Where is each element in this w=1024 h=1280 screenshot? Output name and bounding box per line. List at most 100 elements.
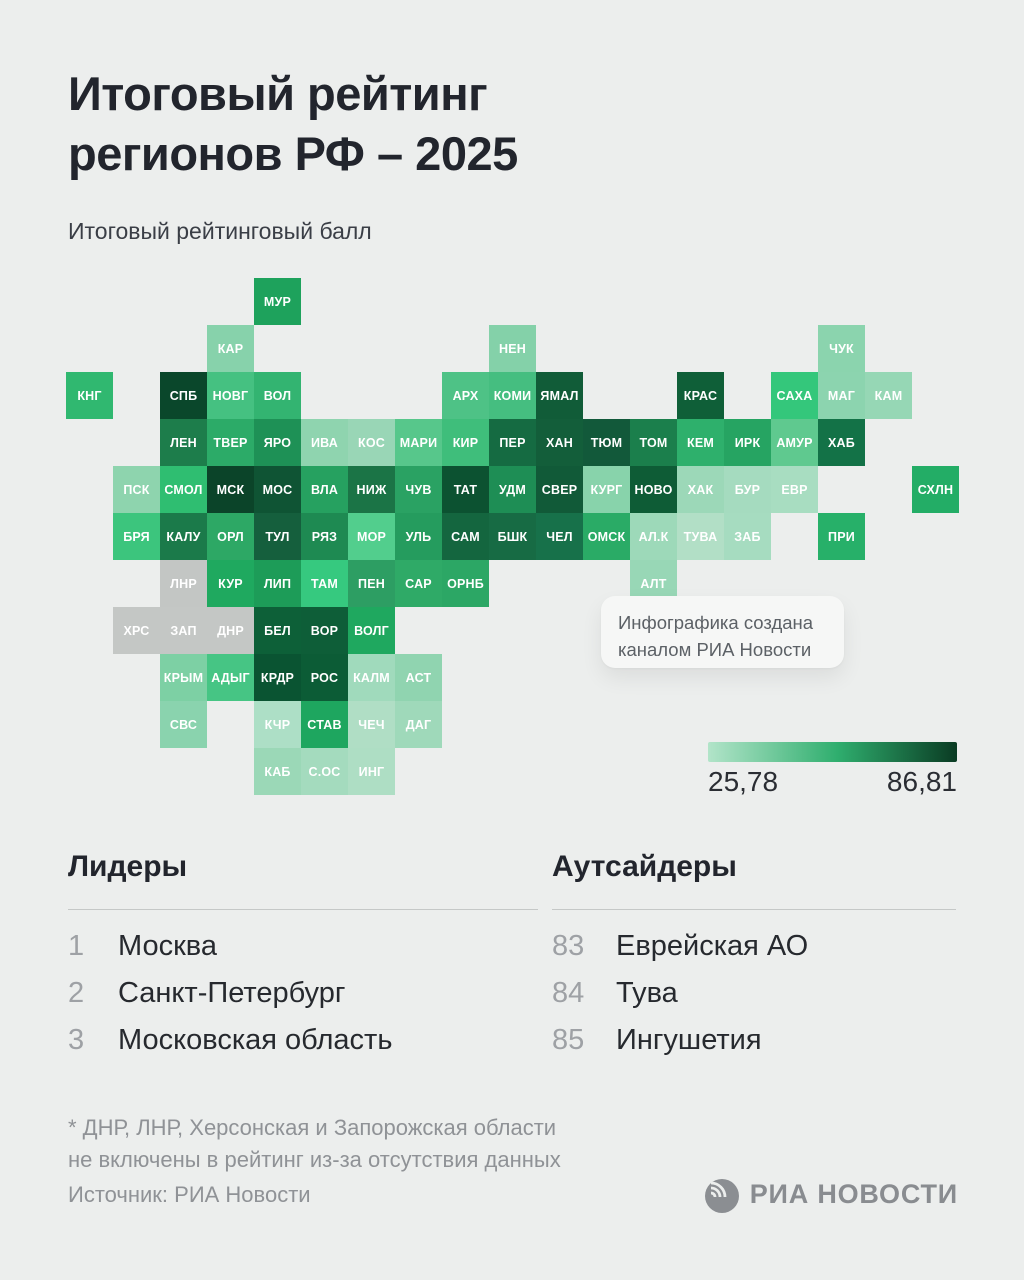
region-tile: ХАН	[536, 419, 583, 466]
region-tile: СХЛН	[912, 466, 959, 513]
region-tile: МУР	[254, 278, 301, 325]
region-tile: НЕН	[489, 325, 536, 372]
footnote-line1: * ДНР, ЛНР, Херсонская и Запорожская обл…	[68, 1115, 557, 1140]
region-tile: КРДР	[254, 654, 301, 701]
note-card-line1: Инфографика создана	[618, 612, 814, 633]
region-tile: КЕМ	[677, 419, 724, 466]
region-tile: САР	[395, 560, 442, 607]
leaders-divider	[68, 909, 538, 910]
region-tile: СПБ	[160, 372, 207, 419]
tile-map: МУР КАР НЕН ЧУК КНГ СПБ НОВГ ВОЛ АРХ КОМИ ЯМАЛ КРАС…	[66, 278, 959, 795]
legend-labels: 25,78 86,81	[708, 766, 957, 798]
note-card-line2: каналом РИА Новости	[618, 639, 812, 660]
footnote: * ДНР, ЛНР, Херсонская и Запорожская обл…	[68, 1112, 688, 1176]
region-tile: КУРГ	[583, 466, 630, 513]
region-tile: ИВА	[301, 419, 348, 466]
region-tile: КРЫМ	[160, 654, 207, 701]
region-tile: ПЕР	[489, 419, 536, 466]
region-tile: ВЛА	[301, 466, 348, 513]
region-tile: РЯЗ	[301, 513, 348, 560]
region-tile: ДНР	[207, 607, 254, 654]
region-tile: КИР	[442, 419, 489, 466]
region-tile: БШК	[489, 513, 536, 560]
region-tile: ХАБ	[818, 419, 865, 466]
region-tile: БУР	[724, 466, 771, 513]
region-tile: ЯРО	[254, 419, 301, 466]
region-tile: ХАК	[677, 466, 724, 513]
outsider-row: 83 Еврейская АО	[552, 923, 956, 970]
region-tile: УЛЬ	[395, 513, 442, 560]
region-tile: КАМ	[865, 372, 912, 419]
region-tile: ЛИП	[254, 560, 301, 607]
region-tile: ВОЛ	[254, 372, 301, 419]
region-tile: С.ОС	[301, 748, 348, 795]
region-tile: ДАГ	[395, 701, 442, 748]
region-tile: КРАС	[677, 372, 724, 419]
region-tile: ХРС	[113, 607, 160, 654]
region-tile: САМ	[442, 513, 489, 560]
region-tile: ПРИ	[818, 513, 865, 560]
region-tile: ЧУВ	[395, 466, 442, 513]
rank-number: 3	[68, 1024, 85, 1056]
region-tile: ЯМАЛ	[536, 372, 583, 419]
region-tile: ЧУК	[818, 325, 865, 372]
region-tile: КУР	[207, 560, 254, 607]
rank-number: 85	[552, 1024, 585, 1056]
ria-novosti-logo: РИА НОВОСТИ	[703, 1174, 958, 1214]
region-tile: СМОЛ	[160, 466, 207, 513]
region-name: Еврейская АО	[616, 930, 809, 962]
region-tile: ТВЕР	[207, 419, 254, 466]
region-tile: ОРЛ	[207, 513, 254, 560]
leader-row: 3 Московская область	[68, 1017, 538, 1064]
region-tile: НОВГ	[207, 372, 254, 419]
leaders-heading: Лидеры	[68, 850, 188, 883]
region-tile: АРХ	[442, 372, 489, 419]
region-tile: МОР	[348, 513, 395, 560]
outsiders-section: Аутсайдеры 83 Еврейская АО 84 Тува 85 Ингушет…	[552, 850, 956, 1064]
legend-min-value: 25,78	[708, 766, 779, 797]
region-tile: ПЕН	[348, 560, 395, 607]
region-name: Московская область	[118, 1024, 393, 1056]
region-tile: КАЛУ	[160, 513, 207, 560]
region-tile: МАРИ	[395, 419, 442, 466]
region-tile: БРЯ	[113, 513, 160, 560]
region-tile: ТАМ	[301, 560, 348, 607]
rank-number: 83	[552, 930, 585, 962]
region-tile: КАЛМ	[348, 654, 395, 701]
region-tile: БЕЛ	[254, 607, 301, 654]
region-name: Москва	[118, 930, 218, 962]
region-tile: СТАВ	[301, 701, 348, 748]
region-tile: МОС	[254, 466, 301, 513]
region-name: Тува	[616, 977, 678, 1009]
region-tile: ЛЕН	[160, 419, 207, 466]
region-tile: ЧЕЛ	[536, 513, 583, 560]
region-name: Санкт-Петербург	[118, 977, 346, 1009]
footnote-line2: не включены в рейтинг из-за отсутствия д…	[68, 1147, 561, 1172]
region-tile: СВС	[160, 701, 207, 748]
region-tile: АСТ	[395, 654, 442, 701]
region-tile: КЧР	[254, 701, 301, 748]
region-tile: ТОМ	[630, 419, 677, 466]
globe-icon	[704, 1179, 739, 1213]
legend-max-value: 86,81	[886, 766, 957, 797]
region-tile: КНГ	[66, 372, 113, 419]
leader-row: 1 Москва	[68, 923, 538, 970]
page-title-line2: регионов РФ – 2025	[68, 127, 518, 180]
page-subtitle: Итоговый рейтинговый балл	[68, 218, 372, 244]
outsiders-divider	[552, 909, 956, 910]
region-tile: ТАТ	[442, 466, 489, 513]
leader-row: 2 Санкт-Петербург	[68, 970, 538, 1017]
rank-number: 2	[68, 977, 85, 1009]
region-tile: ОРНБ	[442, 560, 489, 607]
region-tile: ИРК	[724, 419, 771, 466]
region-tile: АДЫГ	[207, 654, 254, 701]
region-tile: СВЕР	[536, 466, 583, 513]
region-tile: ТУЛ	[254, 513, 301, 560]
region-tile: МАГ	[818, 372, 865, 419]
region-tile: ЛНР	[160, 560, 207, 607]
legend-gradient-bar	[708, 742, 957, 762]
region-tile: КАР	[207, 325, 254, 372]
region-tile: КОМИ	[489, 372, 536, 419]
outsider-row: 84 Тува	[552, 970, 956, 1017]
outsider-row: 85 Ингушетия	[552, 1017, 956, 1064]
